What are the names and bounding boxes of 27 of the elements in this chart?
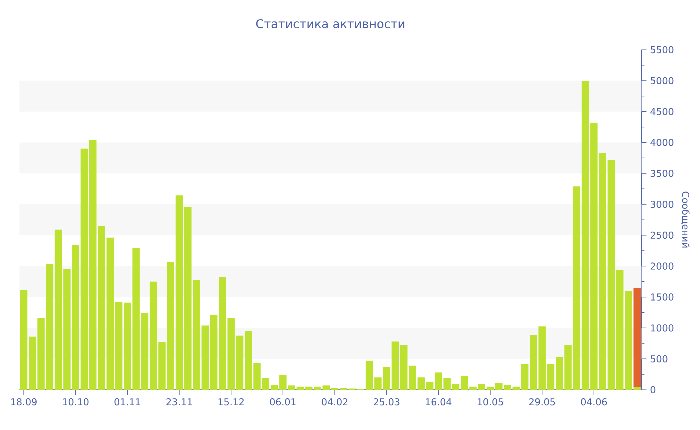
chart-title: Статистика активности <box>256 19 405 28</box>
y-tick-label: 3000 <box>650 200 674 208</box>
y-tick-label: 500 <box>650 356 668 363</box>
x-tick-label: 25.03 <box>374 398 400 406</box>
y-tick-label: 1000 <box>651 324 674 332</box>
x-tick-label: 23.11 <box>166 398 192 406</box>
bar <box>634 288 641 388</box>
x-tick-label: 04.02 <box>322 398 348 406</box>
y-tick-label: 5500 <box>650 46 674 54</box>
y-tick-label: 2000 <box>650 262 674 270</box>
x-tick-label: 18.09 <box>12 398 37 406</box>
y-axis-title: Сообщений <box>681 192 690 248</box>
y-tick-label: 4500 <box>650 108 674 116</box>
y-tick-label: 3500 <box>650 170 674 178</box>
x-tick-label: 29.05 <box>529 398 556 406</box>
x-tick-label: 10.05 <box>478 398 504 406</box>
y-tick-label: 1500 <box>651 294 674 301</box>
x-tick-label: 10.10 <box>63 398 89 406</box>
x-tick-label: 04.06 <box>581 398 608 406</box>
x-tick-label: 01.11 <box>114 398 140 406</box>
x-tick-label: 15.12 <box>218 398 244 406</box>
y-tick-label: 5000 <box>650 77 674 84</box>
x-tick-label: 06.01 <box>270 398 296 406</box>
x-tick-label: 16.04 <box>426 398 452 406</box>
y-tick-label: 0 <box>650 386 656 394</box>
y-tick-label: 2500 <box>650 232 674 240</box>
y-tick-label: 4000 <box>650 139 674 146</box>
